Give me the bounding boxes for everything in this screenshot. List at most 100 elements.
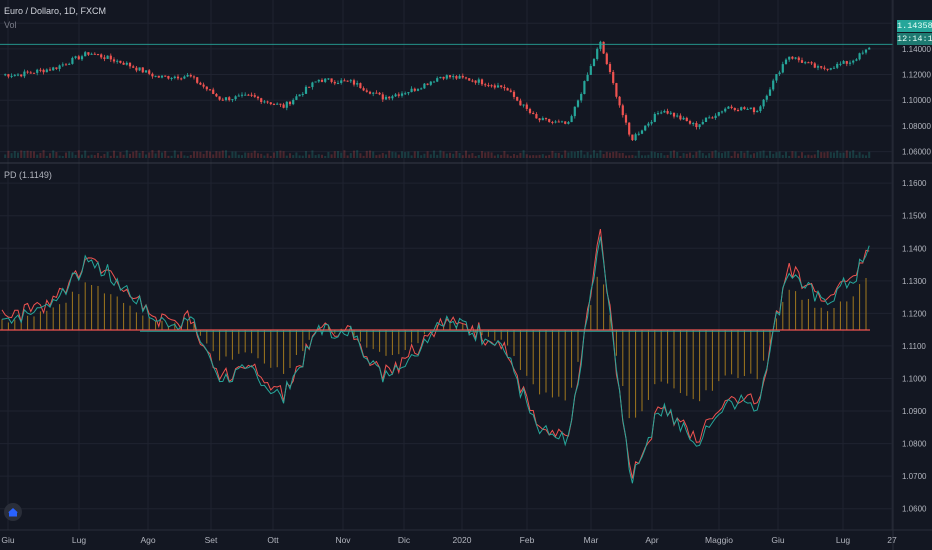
volume-bar: [218, 151, 221, 158]
volume-bar: [186, 155, 189, 158]
volume-bar: [612, 151, 615, 158]
volume-bar: [167, 155, 170, 158]
volume-bar: [711, 151, 714, 158]
candle-body: [231, 99, 234, 101]
volume-bar: [506, 154, 509, 158]
candle-body: [106, 55, 109, 59]
volume-bar: [833, 152, 835, 158]
candle-body: [714, 115, 717, 118]
volume-bar: [490, 152, 493, 158]
candle-body: [528, 108, 532, 113]
candle-body: [605, 53, 608, 65]
volume-bar: [388, 150, 391, 158]
volume-bar: [628, 155, 631, 158]
candle-body: [864, 49, 868, 53]
candle-body: [672, 112, 676, 117]
volume-bar: [452, 153, 455, 158]
time-tick-label: Set: [205, 535, 218, 545]
volume-bar: [545, 155, 547, 158]
time-axis[interactable]: Giu Lug Ago Set Ott Nov Dic 2020 Feb Mar Apr Maggio…: [1, 535, 897, 545]
candle-body: [532, 112, 535, 115]
volume-bar: [49, 153, 51, 158]
volume-bar: [737, 153, 739, 158]
volume-bar: [212, 154, 215, 158]
volume-bar: [596, 153, 599, 158]
price-tick-label: 1.0600: [902, 505, 927, 514]
volume-bar: [33, 151, 35, 158]
candle-body: [576, 100, 580, 107]
candle-body: [522, 104, 525, 106]
candle-body: [464, 77, 468, 79]
candle-body: [23, 71, 26, 77]
candle-body: [455, 76, 458, 79]
candle-body: [426, 83, 429, 85]
volume-bar: [253, 150, 256, 158]
candle-body: [663, 110, 666, 113]
candle-body: [442, 76, 445, 79]
volume-bar: [538, 154, 541, 158]
volume-bar: [855, 154, 858, 158]
volume-bar: [333, 151, 336, 158]
candle-body: [717, 112, 720, 116]
volume-bar: [529, 155, 531, 158]
candle-body: [567, 122, 570, 124]
time-tick-label: Giu: [1, 535, 15, 545]
candle-body: [212, 89, 215, 94]
volume-bar: [708, 153, 711, 158]
candle-body: [157, 75, 160, 78]
volume-bar: [778, 151, 781, 158]
volume-bar: [221, 150, 224, 158]
volume-bar: [797, 155, 800, 158]
volume-bar: [525, 154, 528, 158]
candle-body: [708, 117, 711, 119]
candle-body: [496, 85, 500, 88]
price-tick-label: 1.1300: [902, 277, 927, 286]
volume-bar: [369, 150, 371, 158]
volume-bar: [813, 154, 816, 158]
candle-body: [733, 108, 736, 110]
candle-body: [109, 55, 112, 60]
candle-body: [301, 93, 304, 95]
candle-body: [586, 74, 589, 82]
volume-bar: [573, 151, 576, 158]
volume-bar: [436, 154, 439, 158]
candle-body: [784, 59, 788, 65]
volume-bar: [849, 151, 851, 158]
candle-body: [391, 96, 394, 99]
volume-bar: [97, 152, 99, 158]
volume-bar: [298, 155, 301, 158]
candle-body: [45, 69, 48, 73]
volume-bar: [52, 150, 55, 158]
candle-body: [247, 94, 250, 96]
candle-body: [170, 77, 173, 79]
volume-bar: [791, 151, 794, 158]
candle-body: [820, 66, 823, 68]
app-logo[interactable]: [4, 503, 22, 521]
volume-bar: [746, 150, 749, 158]
volume-bar: [551, 150, 554, 158]
volume-bar: [653, 152, 656, 158]
volume-bar: [257, 153, 259, 158]
volume-bar: [807, 154, 810, 158]
candle-body: [797, 57, 800, 61]
price-axis-bottom[interactable]: 1.0600 1.0700 1.0800 1.0900 1.1000 1.1100 1.12…: [902, 179, 927, 514]
volume-bar: [189, 154, 192, 158]
volume-bar: [865, 155, 867, 158]
candle-body: [618, 96, 621, 106]
volume-bar: [433, 150, 435, 158]
candle-body: [32, 72, 36, 74]
volume-bar: [666, 154, 669, 158]
candle-body: [544, 118, 548, 120]
volume-bar: [359, 153, 362, 158]
volume-bar: [721, 153, 723, 158]
time-tick-label: Feb: [520, 535, 535, 545]
volume-bar: [138, 152, 141, 158]
volume-bar: [343, 150, 346, 158]
candle-body: [436, 78, 439, 82]
candle-body: [724, 108, 727, 112]
candle-body: [125, 62, 128, 65]
candle-body: [343, 80, 346, 82]
candle-body: [96, 54, 100, 56]
volume-bar: [625, 155, 627, 158]
